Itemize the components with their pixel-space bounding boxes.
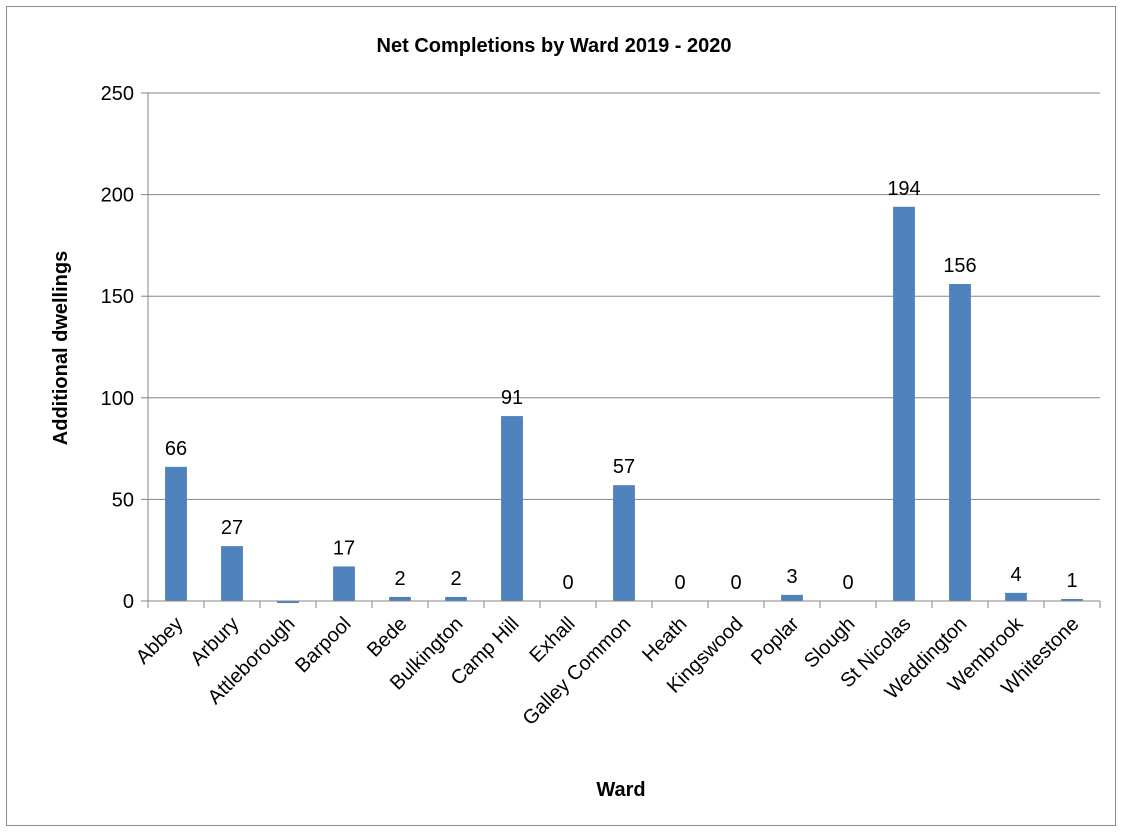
x-tick-label: Abbey	[132, 613, 188, 669]
y-tick-label: 200	[101, 185, 134, 207]
bars	[165, 206, 1083, 604]
data-label: 1	[1066, 570, 1077, 592]
chart-frame	[6, 6, 1116, 826]
x-tick-label: Heath	[638, 613, 691, 666]
y-tick-label: 0	[123, 591, 134, 613]
x-tick-label: Exhall	[525, 613, 579, 667]
data-label: 27	[221, 517, 243, 539]
y-axis-title: Additional dwellings	[50, 251, 72, 445]
x-tick-label: Barpool	[291, 613, 355, 677]
bar	[333, 566, 355, 601]
data-labels: 66 27 17 2 2 91 0 57 0 0 3 0 194 156 4 1	[165, 178, 1078, 594]
y-tick-label: 150	[101, 286, 134, 308]
data-label: 2	[450, 568, 461, 590]
data-label: 57	[613, 456, 635, 478]
data-label: 3	[786, 566, 797, 588]
chart-title: Net Completions by Ward 2019 - 2020	[377, 35, 732, 57]
data-label: 0	[730, 572, 741, 594]
data-label: 0	[562, 572, 573, 594]
bar	[893, 206, 915, 602]
y-tick-label: 50	[112, 489, 134, 511]
y-axis-ticks: 0 50 100 150 200 250	[101, 83, 148, 613]
y-tick-label: 250	[101, 83, 134, 105]
data-label: 66	[165, 438, 187, 460]
bar	[1005, 592, 1027, 601]
data-label: 0	[674, 572, 685, 594]
x-tick-label: Bede	[363, 613, 412, 662]
bar	[389, 596, 411, 601]
data-label: 4	[1010, 564, 1021, 586]
bar	[445, 596, 467, 601]
bar	[277, 601, 299, 604]
data-label: 2	[394, 568, 405, 590]
bar	[1061, 598, 1083, 601]
bar	[501, 416, 523, 601]
data-label: 17	[333, 537, 355, 559]
y-tick-label: 100	[101, 388, 134, 410]
bar	[165, 466, 187, 601]
data-label: 156	[943, 255, 976, 277]
data-label: 0	[842, 572, 853, 594]
gridlines	[148, 92, 1100, 500]
data-label: 91	[501, 387, 523, 409]
data-label: 194	[887, 178, 920, 200]
bar	[221, 546, 243, 601]
x-axis-title: Ward	[596, 779, 645, 801]
bar	[613, 485, 635, 601]
bar	[949, 284, 971, 601]
bar	[781, 594, 803, 601]
x-tick-label: Poplar	[747, 613, 804, 670]
